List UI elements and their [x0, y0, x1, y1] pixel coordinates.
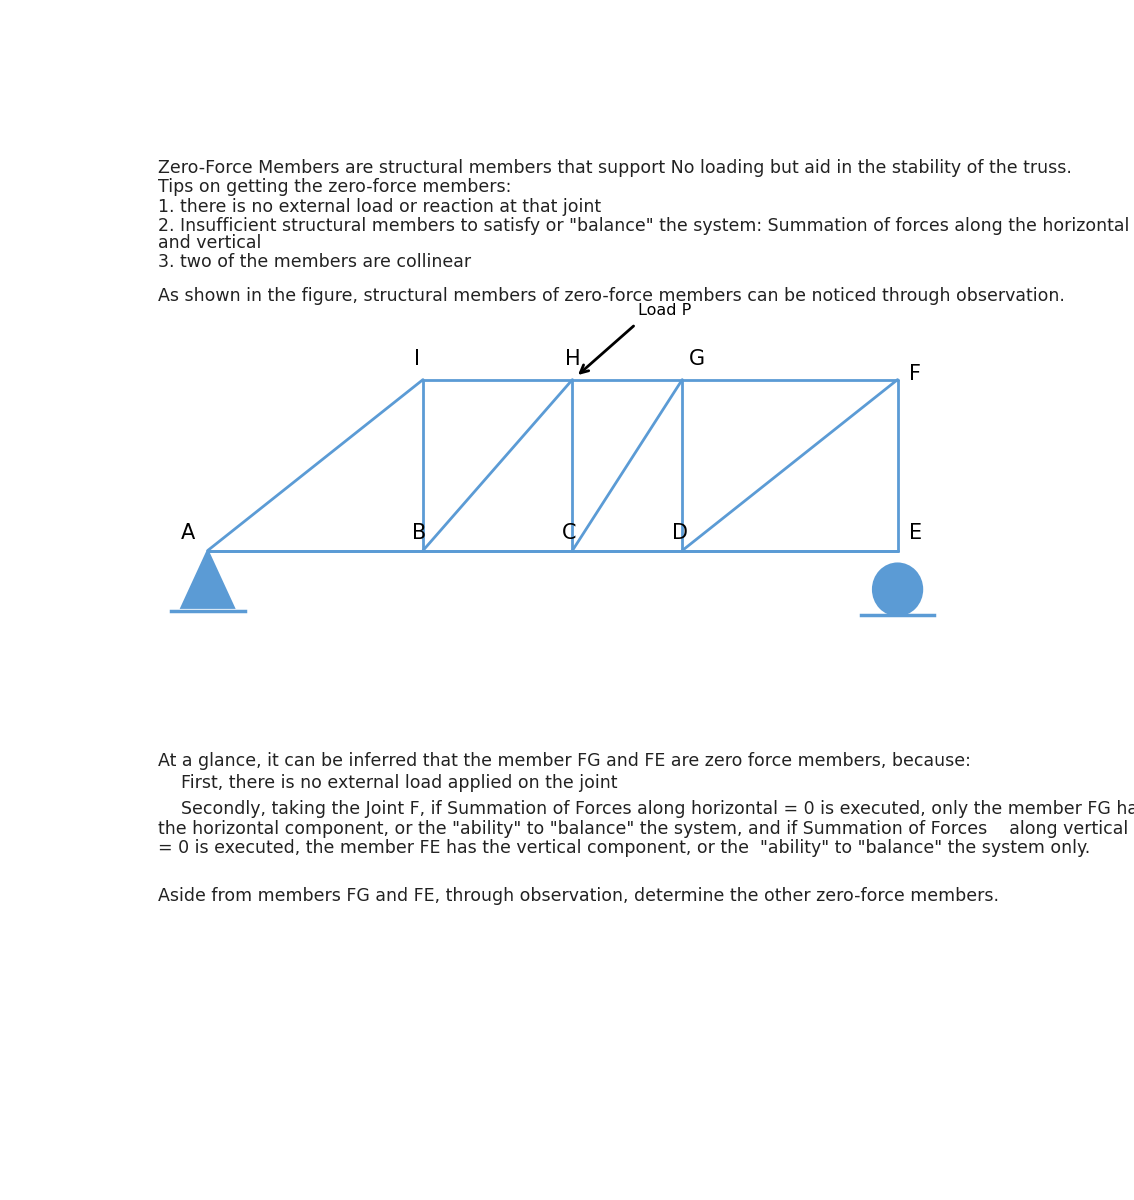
Circle shape: [873, 564, 922, 616]
Text: 2. Insufficient structural members to satisfy or "balance" the system: Summation: 2. Insufficient structural members to sa…: [158, 217, 1129, 235]
Text: and vertical: and vertical: [158, 234, 261, 252]
Text: C: C: [561, 523, 576, 544]
Text: 1. there is no external load or reaction at that joint: 1. there is no external load or reaction…: [158, 198, 601, 216]
Text: H: H: [566, 348, 581, 368]
Text: As shown in the figure, structural members of zero-force members can be noticed : As shown in the figure, structural membe…: [158, 287, 1065, 305]
Text: Load P: Load P: [638, 302, 692, 318]
Text: First, there is no external load applied on the joint: First, there is no external load applied…: [181, 774, 618, 792]
Text: I: I: [414, 348, 421, 368]
Text: G: G: [689, 348, 705, 368]
Text: B: B: [413, 523, 426, 544]
Text: Zero-Force Members are structural members that support No loading but aid in the: Zero-Force Members are structural member…: [158, 158, 1072, 176]
Text: Tips on getting the zero-force members:: Tips on getting the zero-force members:: [158, 178, 511, 196]
Text: A: A: [181, 523, 195, 544]
Text: the horizontal component, or the "ability" to "balance" the system, and if Summa: the horizontal component, or the "abilit…: [158, 821, 1128, 839]
Text: 3. two of the members are collinear: 3. two of the members are collinear: [158, 253, 471, 271]
Text: E: E: [909, 523, 922, 544]
Polygon shape: [181, 551, 234, 608]
Text: At a glance, it can be inferred that the member FG and FE are zero force members: At a glance, it can be inferred that the…: [158, 752, 971, 770]
Text: D: D: [671, 523, 687, 544]
Text: Aside from members FG and FE, through observation, determine the other zero-forc: Aside from members FG and FE, through ob…: [158, 887, 999, 905]
Text: = 0 is executed, the member FE has the vertical component, or the  "ability" to : = 0 is executed, the member FE has the v…: [158, 839, 1090, 857]
Text: Secondly, taking the Joint F, if Summation of Forces along horizontal = 0 is exe: Secondly, taking the Joint F, if Summati…: [181, 800, 1134, 818]
Text: F: F: [909, 365, 921, 384]
